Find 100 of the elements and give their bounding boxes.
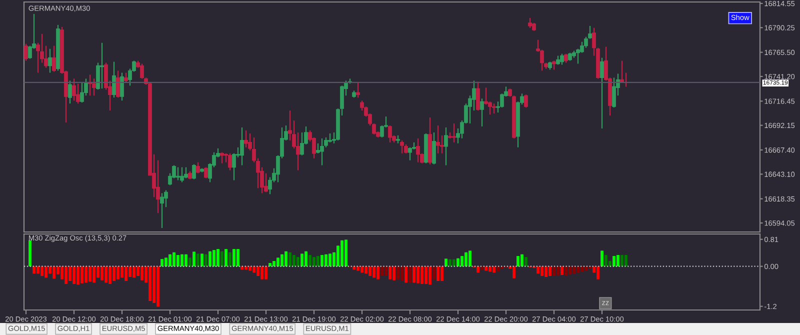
bar [452,259,456,266]
bar [624,255,628,266]
bar [108,266,112,284]
bar [40,266,44,276]
bar [620,255,624,266]
bar [324,254,328,266]
bar [168,254,172,266]
bar [340,240,344,266]
candlestick [620,60,624,84]
bar [304,251,308,266]
bar [520,254,524,266]
bar [492,266,496,273]
bar [560,266,564,275]
candlestick [192,164,196,180]
bar [140,266,144,280]
bar [428,266,432,285]
candlestick [476,81,480,112]
bar [132,266,136,278]
candlestick [244,130,248,148]
bar [124,266,128,281]
bar [408,266,412,283]
candlestick [400,140,404,154]
bar [216,249,220,266]
candlestick [560,53,564,66]
bar [236,249,240,266]
bar [228,252,232,266]
bar [380,266,384,276]
bar [308,255,312,266]
bar [248,266,252,271]
candlestick [176,166,180,181]
candlestick [356,82,360,98]
bar [148,266,152,301]
bar [524,257,528,266]
bar [384,266,388,276]
candlestick [124,72,128,84]
candlestick [492,103,496,114]
bar [224,249,228,266]
candlestick [416,138,420,163]
bar [180,254,184,266]
bar [444,258,448,266]
bar [356,266,360,271]
bar [616,255,620,266]
candlestick [116,70,120,98]
bar [604,255,608,266]
bar [104,266,108,283]
candlestick [240,126,244,166]
bar [448,259,452,266]
bar [400,266,404,281]
candlestick [196,162,200,174]
bar [116,266,120,280]
bar [412,266,416,283]
bar [192,252,196,266]
bar [68,266,72,281]
bar [80,266,84,284]
candlestick [72,78,76,102]
bar [600,250,604,266]
bar [292,255,296,266]
bar [512,266,516,278]
bar [544,266,548,277]
bar [172,252,176,266]
bar [564,266,568,276]
bar [456,258,460,266]
candlestick [48,48,52,74]
bar [468,250,472,266]
bar [232,249,236,266]
bar [596,266,600,280]
candlestick [388,124,392,143]
bar [36,266,40,274]
bar [312,257,316,266]
bar [516,256,520,266]
bar [164,258,168,266]
candlestick [600,57,604,130]
bar [156,266,160,307]
bar [460,256,464,266]
bar [160,259,164,266]
bar [436,266,440,281]
bar [264,266,268,280]
candlestick [220,152,224,164]
candlestick [320,138,324,166]
candlestick [444,126,448,166]
bar [272,261,276,266]
bar [576,266,580,273]
bar [268,263,272,266]
bar [176,255,180,266]
candlestick [80,82,84,104]
bar [84,266,88,283]
bar [396,266,400,280]
bar [260,266,264,280]
bar [28,240,32,266]
bar [360,266,364,273]
bar [52,266,56,279]
candlestick [184,166,188,179]
bar [128,266,132,277]
bar [252,266,256,273]
bar [440,266,444,281]
bar [256,266,260,276]
bar [288,252,292,266]
bar [320,255,324,266]
bar [536,266,540,274]
candlestick [528,17,532,28]
